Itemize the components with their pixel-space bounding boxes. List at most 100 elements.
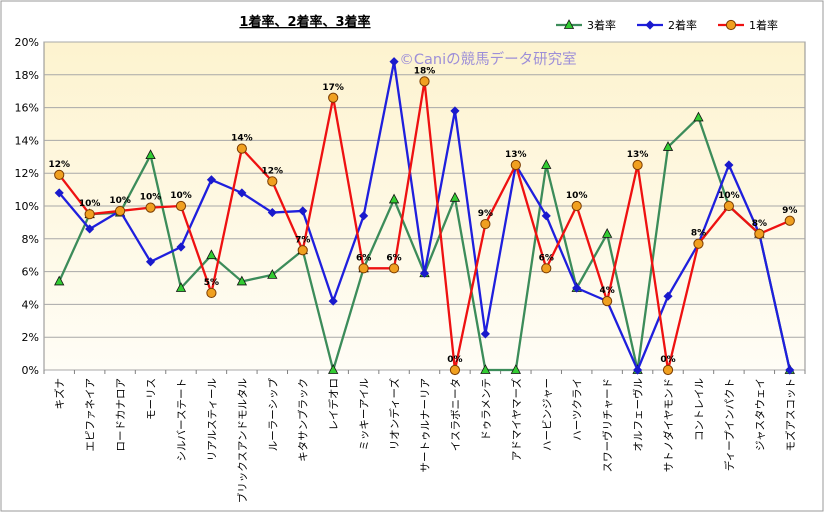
- data-point: [115, 205, 126, 217]
- x-axis-ticks: キズナ エピファネイア ロードカナロア モーリス シルバーステート リアルスティール ブリッ…: [53, 378, 797, 504]
- data-label: 6%: [539, 253, 554, 263]
- x-tick-label: キズナ: [53, 378, 66, 410]
- data-point: [359, 211, 369, 221]
- data-point: [724, 160, 734, 170]
- data-label: 8%: [752, 219, 767, 229]
- x-tick-label: エピファネイア: [85, 378, 97, 452]
- legend-item: 3着率: [556, 18, 616, 32]
- x-tick-label: ハーツクライ: [572, 378, 584, 441]
- data-point: [693, 238, 704, 249]
- x-tick-label: ジャスタウェイ: [754, 378, 766, 451]
- data-point: [145, 149, 156, 160]
- data-point: [723, 200, 735, 212]
- data-point: [206, 175, 216, 185]
- data-label: 6%: [386, 253, 401, 263]
- data-point: [297, 245, 308, 256]
- x-tick-label: オルフェーヴル: [632, 378, 645, 452]
- data-point: [645, 20, 655, 30]
- x-tick-label: アドマイヤマーズ: [510, 378, 523, 461]
- legend-label: 1着率: [749, 18, 778, 32]
- y-tick-label: 12%: [15, 167, 39, 180]
- data-point: [54, 188, 64, 198]
- data-point: [572, 283, 582, 293]
- data-label: 10%: [566, 191, 588, 201]
- data-label: 9%: [782, 206, 797, 216]
- data-point: [358, 263, 369, 274]
- data-point: [206, 249, 217, 260]
- data-label: 13%: [627, 150, 649, 160]
- data-point: [541, 263, 552, 274]
- y-tick-label: 20%: [15, 36, 39, 49]
- data-point: [388, 263, 400, 274]
- data-point: [175, 200, 187, 212]
- data-point: [389, 57, 399, 67]
- data-point: [176, 242, 186, 252]
- data-label: 10%: [79, 199, 101, 209]
- data-point: [236, 143, 247, 154]
- y-tick-label: 2%: [22, 331, 39, 344]
- legend: 3着率 2着率 1着率: [556, 18, 778, 32]
- data-point: [632, 159, 643, 171]
- y-tick-label: 4%: [22, 298, 39, 311]
- data-point: [85, 224, 95, 234]
- data-point: [419, 268, 430, 278]
- data-point: [237, 188, 247, 198]
- x-tick-label: スワーヴリチャード: [601, 378, 614, 472]
- data-point: [480, 218, 491, 230]
- data-point: [236, 275, 248, 286]
- x-tick-label: ディープインパクト: [723, 378, 736, 471]
- data-point: [298, 206, 308, 216]
- data-point: [328, 92, 339, 103]
- x-tick-label: キタサンブラック: [297, 378, 310, 462]
- data-label: 0%: [447, 355, 462, 365]
- x-tick-label: イスラボニータ: [450, 378, 462, 451]
- data-label: 10%: [718, 191, 740, 201]
- x-tick-label: ドゥラメンテ: [480, 378, 492, 441]
- data-point: [662, 364, 674, 376]
- series-group: [54, 57, 795, 376]
- data-point: [541, 211, 551, 221]
- data-point: [54, 275, 65, 286]
- data-point: [267, 269, 278, 279]
- y-tick-label: 14%: [15, 134, 39, 147]
- data-label: 8%: [691, 229, 706, 239]
- data-label: 12%: [48, 160, 70, 170]
- data-point: [725, 19, 737, 31]
- data-point: [419, 76, 430, 87]
- x-tick-label: サトノダイヤモンド: [662, 378, 675, 472]
- data-label: 12%: [262, 166, 284, 176]
- data-point: [601, 228, 613, 238]
- series: [54, 76, 795, 376]
- data-point: [84, 209, 95, 220]
- x-tick-label: コントレイル: [693, 378, 705, 441]
- x-tick-label: ミッキーアイル: [359, 378, 371, 451]
- data-label: 10%: [109, 196, 131, 206]
- data-point: [480, 329, 490, 339]
- legend-item: 2着率: [637, 18, 697, 32]
- x-tick-label: リオンディーズ: [388, 378, 401, 450]
- data-label: 10%: [140, 193, 162, 203]
- data-point: [662, 141, 674, 151]
- data-point: [602, 296, 613, 307]
- data-label: 13%: [505, 150, 527, 160]
- legend-item: 1着率: [718, 18, 778, 32]
- data-point: [633, 365, 643, 375]
- data-point: [785, 365, 795, 375]
- x-tick-label: リアルスティール: [206, 378, 218, 461]
- data-point: [663, 291, 673, 301]
- data-point: [563, 19, 575, 29]
- data-point: [480, 364, 491, 374]
- x-tick-label: シルバーステート: [176, 378, 188, 461]
- data-point: [784, 215, 795, 226]
- x-tick-label: ブリックスアンドモルタル: [236, 378, 249, 503]
- data-point: [206, 287, 217, 299]
- data-point: [388, 193, 400, 204]
- data-point: [510, 159, 521, 171]
- y-tick-label: 10%: [15, 200, 39, 213]
- data-label: 10%: [170, 191, 192, 201]
- data-point: [175, 282, 187, 292]
- data-point: [145, 257, 156, 267]
- data-point: [267, 207, 277, 218]
